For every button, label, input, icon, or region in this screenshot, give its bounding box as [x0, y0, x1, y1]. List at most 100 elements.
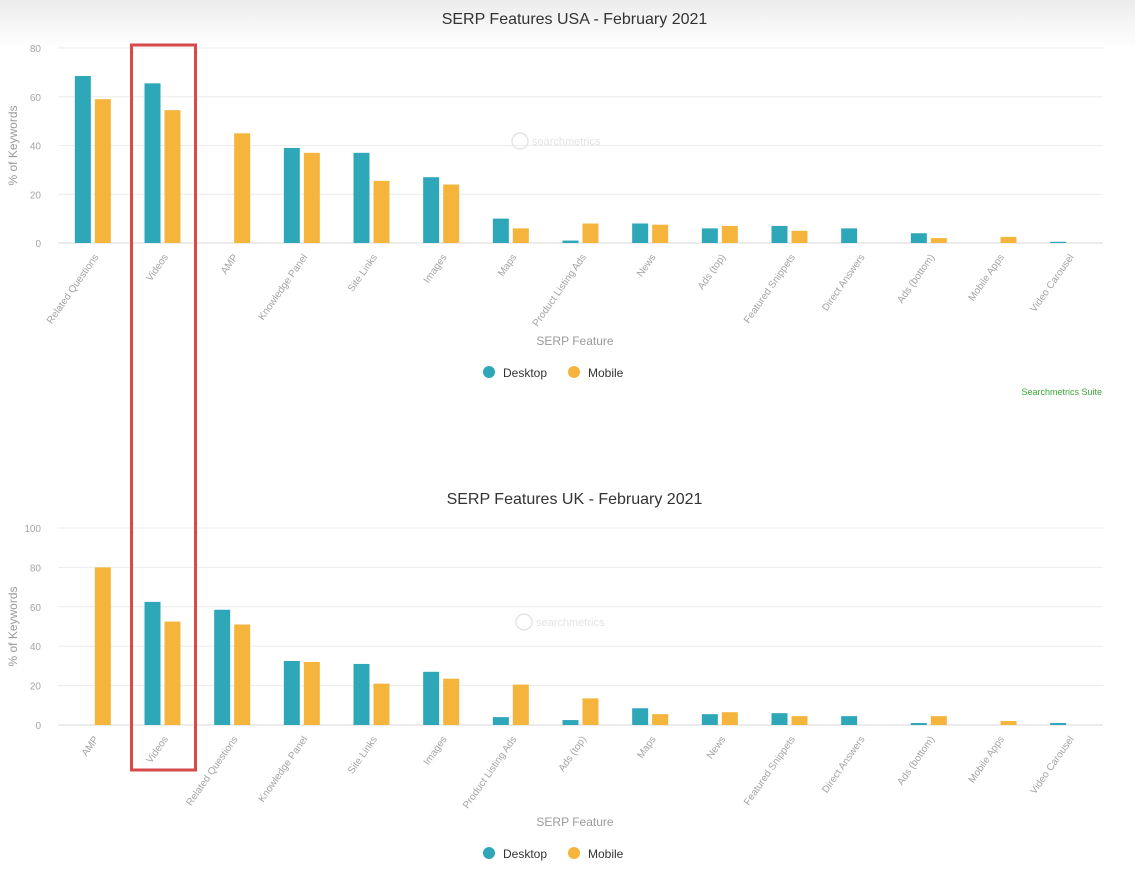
y-axis-label: % of Keywords — [6, 105, 20, 185]
y-tick-label: 80 — [30, 563, 42, 574]
legend-marker-desktop[interactable] — [483, 847, 495, 859]
bar-mobile[interactable] — [303, 152, 320, 243]
bar-desktop[interactable] — [910, 233, 927, 243]
bar-desktop[interactable] — [562, 720, 579, 725]
bar-desktop[interactable] — [74, 76, 91, 243]
legend-label: Desktop — [503, 847, 547, 861]
legend-label: Desktop — [503, 366, 547, 380]
bar-desktop[interactable] — [701, 228, 718, 243]
x-tick-label: Knowledge Panel — [257, 252, 311, 322]
bar-desktop[interactable] — [562, 240, 579, 243]
bar-desktop[interactable] — [492, 218, 509, 243]
watermark-logo-icon — [515, 613, 533, 631]
y-tick-label: 80 — [30, 44, 42, 55]
bar-mobile[interactable] — [930, 238, 947, 243]
bar-mobile[interactable] — [164, 110, 181, 243]
bar-desktop[interactable] — [841, 716, 858, 725]
chart-title: SERP Features USA - February 2021 — [442, 11, 708, 28]
bar-desktop[interactable] — [910, 723, 927, 725]
x-tick-label: Maps — [496, 252, 519, 278]
x-tick-label: Video Carousel — [1028, 734, 1076, 796]
bar-mobile[interactable] — [512, 684, 529, 725]
x-tick-label: Ads (top) — [696, 252, 728, 292]
bar-mobile[interactable] — [303, 661, 320, 725]
bar-mobile[interactable] — [791, 230, 808, 243]
bar-desktop[interactable] — [632, 708, 649, 725]
bar-desktop[interactable] — [632, 223, 649, 244]
bar-mobile[interactable] — [721, 712, 738, 725]
bar-mobile[interactable] — [652, 224, 669, 243]
bar-mobile[interactable] — [930, 716, 947, 725]
bar-desktop[interactable] — [423, 671, 440, 725]
bar-mobile[interactable] — [234, 133, 251, 243]
bar-desktop[interactable] — [771, 225, 788, 243]
y-tick-label: 60 — [30, 93, 42, 104]
x-tick-label: Ads (bottom) — [895, 734, 937, 787]
chart-usa: SERP Features USA - February 2021 searchm… — [6, 11, 1103, 397]
bar-mobile[interactable] — [652, 714, 669, 725]
x-tick-label: Knowledge Panel — [257, 734, 311, 804]
bar-desktop[interactable] — [771, 713, 788, 725]
bar-desktop[interactable] — [492, 717, 509, 725]
legend-marker-mobile[interactable] — [568, 847, 580, 859]
legend: Desktop Mobile — [483, 366, 624, 380]
bar-mobile[interactable] — [373, 683, 390, 725]
bar-desktop[interactable] — [144, 83, 161, 243]
bar-mobile[interactable] — [443, 184, 460, 244]
legend-item-mobile[interactable]: Mobile — [568, 366, 624, 380]
bar-mobile[interactable] — [94, 99, 111, 243]
legend-item-desktop[interactable]: Desktop — [483, 847, 547, 861]
bar-mobile[interactable] — [164, 621, 181, 725]
y-tick-label: 0 — [35, 721, 41, 732]
watermark-text: searchmetrics — [536, 617, 605, 629]
legend-item-mobile[interactable]: Mobile — [568, 847, 624, 861]
bar-desktop[interactable] — [353, 152, 370, 243]
bar-desktop[interactable] — [423, 177, 440, 243]
legend-marker-desktop[interactable] — [483, 366, 495, 378]
bar-desktop[interactable] — [353, 663, 370, 725]
chart-title: SERP Features UK - February 2021 — [447, 491, 703, 508]
bar-desktop[interactable] — [144, 601, 161, 725]
bar-mobile[interactable] — [582, 698, 599, 725]
y-tick-label: 60 — [30, 603, 42, 614]
bar-mobile[interactable] — [721, 225, 738, 243]
x-axis-label: SERP Feature — [536, 334, 613, 348]
bar-desktop[interactable] — [1050, 723, 1067, 725]
legend-item-desktop[interactable]: Desktop — [483, 366, 547, 380]
bar-mobile[interactable] — [94, 567, 111, 725]
bar-mobile[interactable] — [582, 223, 599, 244]
bar-mobile[interactable] — [1000, 721, 1017, 725]
watermark: searchmetrics — [515, 613, 605, 631]
bar-desktop[interactable] — [214, 609, 231, 725]
bar-mobile[interactable] — [512, 228, 529, 243]
bar-mobile[interactable] — [443, 678, 460, 725]
y-tick-label: 40 — [30, 642, 42, 653]
bar-mobile[interactable] — [373, 180, 390, 243]
x-tick-label: Product Listing Ads — [461, 734, 519, 810]
bar-mobile[interactable] — [791, 716, 808, 725]
x-tick-label: Product Listing Ads — [531, 252, 589, 328]
x-tick-label: Mobile Apps — [967, 734, 1007, 785]
legend-label: Mobile — [588, 366, 624, 380]
x-tick-label: Maps — [636, 734, 659, 760]
bar-desktop[interactable] — [283, 147, 300, 243]
legend-marker-mobile[interactable] — [568, 366, 580, 378]
y-tick-label: 40 — [30, 142, 42, 153]
source-credit-link[interactable]: Searchmetrics Suite — [1021, 387, 1102, 397]
x-tick-label: News — [705, 734, 728, 761]
legend: Desktop Mobile — [483, 847, 624, 861]
bar-desktop[interactable] — [841, 228, 858, 243]
bar-desktop[interactable] — [1050, 241, 1067, 243]
x-tick-label: Videos — [145, 252, 171, 283]
bar-mobile[interactable] — [234, 624, 251, 725]
x-tick-label: Ads (top) — [557, 734, 589, 774]
watermark-logo-icon — [511, 132, 529, 150]
x-tick-label: Featured Snippets — [742, 252, 798, 325]
x-tick-label: Related Questions — [45, 252, 101, 326]
x-tick-label: AMP — [80, 734, 102, 758]
bar-desktop[interactable] — [701, 714, 718, 725]
bar-mobile[interactable] — [1000, 236, 1017, 243]
x-tick-label: Direct Answers — [820, 734, 867, 795]
bar-desktop[interactable] — [283, 660, 300, 725]
